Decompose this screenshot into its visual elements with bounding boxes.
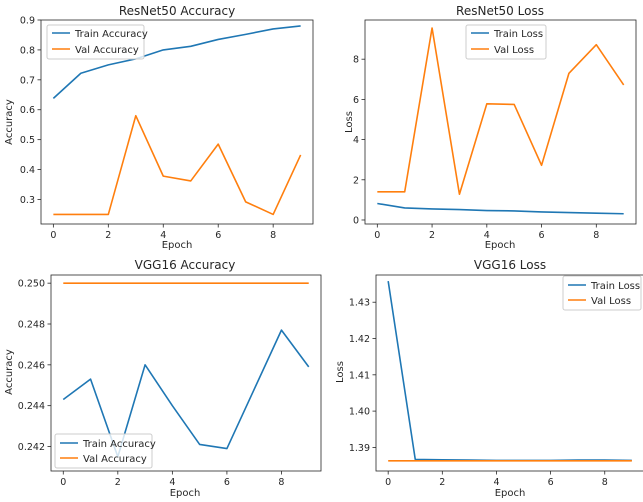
legend-label: Val Accuracy (75, 45, 139, 56)
y-axis-label: Loss (335, 361, 346, 383)
y-tick-label: 1.40 (349, 407, 370, 418)
legend-label: Train Accuracy (74, 29, 148, 40)
plot-area: 0 2 4 6 8 0 2 4 6 8 (353, 19, 637, 241)
x-tick-label: 6 (548, 477, 554, 488)
y-tick-label: 1.42 (349, 334, 370, 345)
series-line-val-accuracy (53, 114, 302, 216)
plot-frame (364, 19, 637, 225)
y-tick-label: 0 (353, 215, 359, 226)
y-tick-label: 8 (353, 55, 359, 66)
x-tick-label: 0 (50, 230, 56, 241)
y-tick-label: 0.244 (18, 401, 45, 412)
x-tick-label: 4 (484, 230, 490, 241)
plot-area: 0 2 4 6 8 0.3 0.4 0.5 0.6 0.7 0.8 0.9 (20, 16, 314, 241)
y-tick-label: 0.250 (18, 279, 45, 290)
chart-title: ResNet50 Loss (456, 4, 544, 18)
x-tick-label: 6 (224, 477, 230, 488)
legend-label: Val Loss (494, 45, 534, 56)
y-tick-label: 1.41 (349, 370, 370, 381)
series-line-train-accuracy (62, 329, 310, 458)
legend-label: Train Loss (590, 281, 640, 292)
legend-label: Val Loss (591, 296, 631, 307)
y-tick-label: 0.248 (18, 320, 45, 331)
legend-box (46, 24, 145, 60)
x-axis-label: Epoch (162, 240, 193, 251)
y-tick-label: 0.6 (20, 105, 35, 116)
y-axis-label: Accuracy (4, 99, 15, 145)
y-tick-label: 0.242 (18, 442, 45, 453)
series-line-val-loss (377, 27, 625, 196)
x-tick-label: 8 (270, 230, 276, 241)
x-tick-label: 2 (105, 230, 111, 241)
x-tick-label: 0 (385, 477, 391, 488)
legend: Train Accuracy Val Accuracy (46, 24, 148, 60)
y-tick-label: 0.9 (20, 16, 35, 27)
x-tick-label: 2 (115, 477, 121, 488)
chart-title: ResNet50 Accuracy (119, 4, 235, 18)
legend-box (54, 433, 153, 469)
x-tick-label: 0 (60, 477, 66, 488)
y-tick-label: 1.43 (349, 298, 370, 309)
x-tick-label: 6 (539, 230, 545, 241)
y-tick-label: 0.4 (20, 165, 35, 176)
x-tick-label: 2 (439, 477, 445, 488)
y-tick-label: 1.39 (349, 443, 370, 454)
y-tick-label: 0.7 (20, 75, 35, 86)
y-tick-label: 4 (353, 135, 359, 146)
x-tick-label: 4 (160, 230, 166, 241)
y-axis-label: Loss (344, 111, 355, 133)
legend-label: Train Accuracy (82, 439, 156, 450)
y-tick-label: 0.5 (20, 135, 35, 146)
chart-title: VGG16 Loss (474, 258, 546, 272)
vgg16-accuracy-panel: VGG16 Accuracy Epoch Accuracy 0 2 4 6 8 0.242… (4, 258, 322, 499)
x-tick-label: 6 (215, 230, 221, 241)
x-tick-label: 8 (593, 230, 599, 241)
legend: Train Accuracy Val Accuracy (54, 433, 156, 469)
x-axis-label: Epoch (170, 488, 201, 499)
y-tick-label: 6 (353, 95, 359, 106)
x-axis-label: Epoch (485, 240, 516, 251)
y-axis-label: Accuracy (4, 349, 15, 395)
plot-frame (50, 274, 322, 472)
y-tick-label: 0.8 (20, 45, 35, 56)
resnet50-loss-panel: ResNet50 Loss Epoch Loss 0 2 4 6 8 0 2 4 6 8 Trai… (344, 4, 637, 251)
x-tick-label: 0 (374, 230, 380, 241)
chart-title: VGG16 Accuracy (135, 258, 236, 272)
plot-frame (375, 274, 643, 472)
y-tick-label: 0.246 (18, 360, 45, 371)
plot-area: 0 2 4 6 8 1.39 1.40 1.41 1.42 1.43 (349, 274, 643, 488)
legend-label: Train Loss (493, 29, 543, 40)
series-line-train-loss (377, 202, 624, 215)
vgg16-loss-panel: VGG16 Loss Epoch Loss 0 2 4 6 8 1.39 1.40 1.41 1… (335, 258, 643, 499)
legend-label: Val Accuracy (83, 454, 147, 465)
plot-area: 0 2 4 6 8 0.242 0.244 0.246 0.248 0.250 (18, 274, 322, 488)
series-line-train-accuracy (52, 25, 301, 99)
x-tick-label: 2 (429, 230, 435, 241)
y-tick-label: 2 (353, 175, 359, 186)
legend: Train Loss Val Loss (465, 24, 547, 60)
x-tick-label: 8 (602, 477, 608, 488)
x-tick-label: 8 (278, 477, 284, 488)
plot-frame (40, 19, 314, 225)
resnet50-accuracy-panel: ResNet50 Accuracy Epoch Accuracy 0 2 4 6 8 0.… (4, 4, 314, 251)
x-axis-label: Epoch (495, 488, 526, 499)
legend: Train Loss Val Loss (562, 275, 642, 311)
y-tick-label: 0.3 (20, 195, 35, 206)
x-tick-label: 4 (169, 477, 175, 488)
x-tick-label: 4 (493, 477, 499, 488)
